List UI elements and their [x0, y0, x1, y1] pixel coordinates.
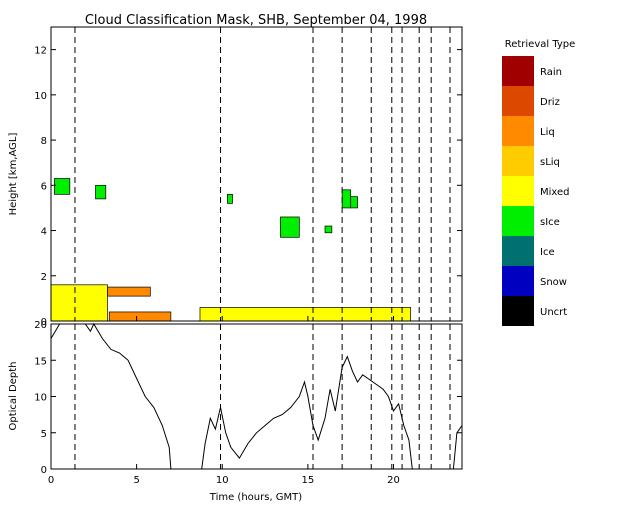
mask-region-sice: [54, 178, 71, 195]
mask-plot-frame: [50, 26, 463, 322]
mask-regions: [50, 178, 411, 322]
od-x-tick-label: 15: [302, 475, 315, 486]
optical-depth-panel: 0 5 10 15 20 0 5 10 15 20 Optical Depth Time (ho…: [8, 316, 463, 503]
legend: Retrieval Type Rain Driz Liq sLiq Mixed sIce I…: [502, 39, 575, 326]
legend-label-liq: Liq: [540, 127, 555, 138]
mask-y-axis-label: Height [km,AGL]: [8, 133, 19, 216]
mask-y-tick-label: 0: [41, 317, 47, 328]
mask-region-mixed: [50, 284, 108, 322]
od-plot-frame: [50, 323, 463, 470]
mask-y-tick-label: 6: [41, 181, 47, 192]
od-x-tick-label: 20: [387, 475, 400, 486]
legend-label-sliq: sLiq: [540, 157, 560, 168]
legend-swatch-ice: [502, 236, 534, 266]
chart-title: Cloud Classification Mask, SHB, Septembe…: [85, 13, 427, 28]
legend-label-rain: Rain: [540, 67, 562, 78]
od-y-tick-label: 10: [34, 393, 47, 404]
mask-y-ticks: 0 2 4 6 8 10 12: [34, 46, 462, 328]
mask-region-liq: [107, 286, 151, 297]
mask-region-sice: [227, 194, 233, 204]
mask-region-liq: [108, 311, 172, 322]
od-x-tick-label: 5: [133, 475, 139, 486]
optical-depth-line: [50, 322, 463, 470]
legend-title: Retrieval Type: [505, 39, 576, 50]
legend-label-ice: Ice: [540, 247, 555, 258]
od-x-ticks: 0 5 10 15 20: [48, 316, 400, 486]
legend-swatch-sice: [502, 206, 534, 236]
legend-swatch-liq: [502, 116, 534, 146]
od-y-tick-label: 15: [34, 356, 47, 367]
mask-y-tick-label: 2: [41, 272, 47, 283]
legend-swatch-driz: [502, 86, 534, 116]
od-dashed-lines: [74, 324, 451, 469]
mask-region-mixed: [199, 307, 411, 322]
mask-region-sice: [324, 225, 333, 234]
legend-swatch-rain: [502, 56, 534, 86]
mask-y-tick-label: 8: [41, 136, 47, 147]
od-y-ticks: 0 5 10 15 20: [34, 320, 462, 476]
legend-label-uncrt: Uncrt: [540, 307, 567, 318]
legend-swatch-mixed: [502, 176, 534, 206]
mask-y-tick-label: 10: [34, 91, 47, 102]
mask-region-sice: [350, 196, 358, 209]
mask-panel: 0 2 4 6 8 10 12 Height [km,AGL]: [8, 26, 463, 328]
mask-dashed-lines: [74, 27, 451, 321]
legend-label-mixed: Mixed: [540, 187, 570, 198]
legend-label-sice: sIce: [540, 217, 560, 228]
x-axis-label: Time (hours, GMT): [209, 492, 303, 503]
mask-region-sice: [280, 216, 300, 238]
legend-entries: Rain Driz Liq sLiq Mixed sIce Ice Snow Uncrt: [502, 56, 570, 326]
legend-label-snow: Snow: [540, 277, 567, 288]
od-x-tick-label: 10: [216, 475, 229, 486]
legend-label-driz: Driz: [540, 97, 560, 108]
mask-region-sice: [95, 184, 107, 200]
od-y-tick-label: 5: [41, 429, 47, 440]
mask-y-tick-label: 4: [41, 227, 47, 238]
legend-swatch-snow: [502, 266, 534, 296]
od-y-tick-label: 0: [41, 465, 47, 476]
od-x-tick-label: 0: [48, 475, 54, 486]
od-y-tick-label: 20: [34, 320, 47, 331]
legend-swatch-sliq: [502, 146, 534, 176]
od-y-axis-label: Optical Depth: [8, 362, 19, 431]
legend-swatch-uncrt: [502, 296, 534, 326]
mask-y-tick-label: 12: [34, 46, 47, 57]
mask-region-sice: [341, 189, 352, 209]
